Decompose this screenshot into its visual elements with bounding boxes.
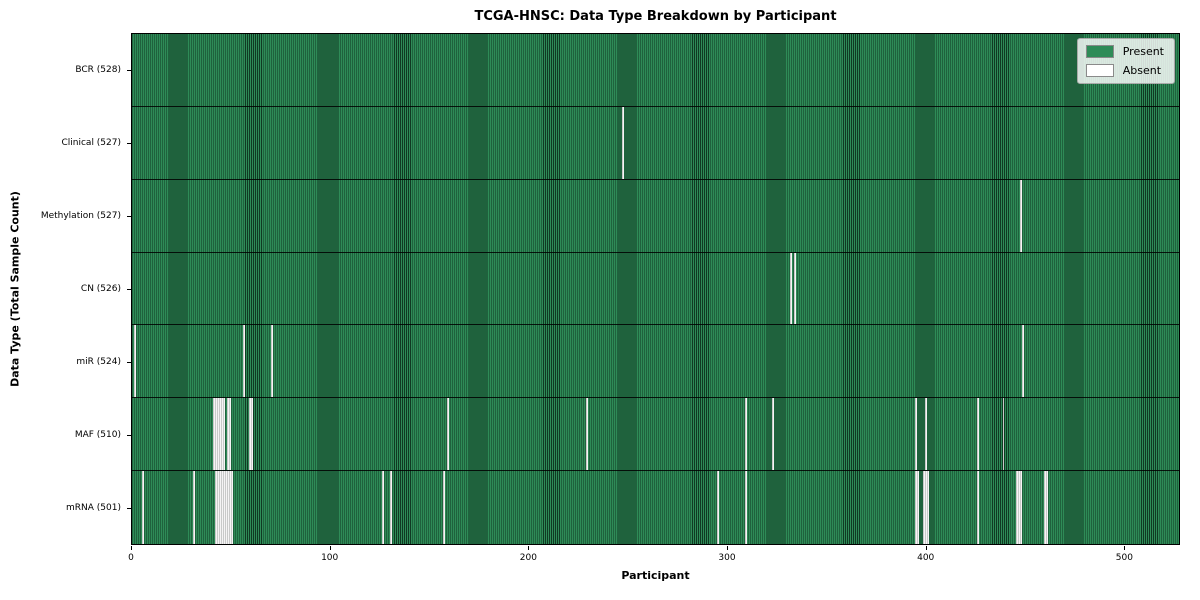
heatmap-row-maf	[132, 398, 1179, 472]
legend-entry-absent: Absent	[1085, 64, 1164, 77]
absent-stripe-mrna-448	[1020, 471, 1023, 544]
y-tick-mark-clinical	[127, 142, 131, 144]
absent-stripe-mrna-309	[744, 471, 747, 544]
legend-swatch-absent	[1085, 64, 1114, 77]
absent-stripe-mrna-48	[227, 471, 230, 544]
heatmap-plot	[131, 33, 1180, 545]
heatmap-row-mrna	[132, 471, 1179, 544]
absent-stripe-mrna-50	[231, 471, 234, 544]
absent-stripe-mrna-401	[927, 471, 930, 544]
absent-stripe-maf-309	[744, 398, 747, 471]
legend: Present Absent	[1076, 38, 1175, 84]
legend-entry-present: Present	[1085, 45, 1164, 58]
x-tick-mark-0	[131, 546, 132, 550]
absent-stripe-maf-42	[215, 398, 218, 471]
y-tick-label-bcr: BCR (528)	[75, 64, 121, 75]
y-axis: BCR (528) Clinical (527) Methylation (527)…	[0, 33, 131, 545]
absent-stripe-mrna-396	[917, 471, 920, 544]
y-tick-mark-mrna	[127, 508, 131, 510]
absent-stripe-mir-56	[243, 325, 245, 398]
x-tick-mark-100	[329, 546, 331, 550]
y-tick-label-mrna: mRNA (501)	[66, 503, 121, 514]
absent-stripe-maf-46	[223, 398, 226, 471]
absent-stripe-maf-426	[976, 398, 979, 471]
absent-stripe-clinical-247	[621, 106, 624, 179]
absent-stripe-mrna-47	[225, 471, 228, 544]
absent-stripe-mrna-446	[1016, 471, 1019, 544]
absent-stripe-maf-49	[229, 398, 232, 471]
y-tick-mark-cn	[127, 289, 131, 290]
absent-stripe-mrna-43	[217, 471, 220, 544]
absent-stripe-maf-59	[248, 398, 251, 471]
y-tick-mark-bcr	[127, 69, 131, 71]
heatmap-row-mir	[132, 325, 1179, 399]
y-tick-label-methylation: Methylation (527)	[40, 210, 121, 221]
absent-stripe-mrna-447	[1018, 471, 1021, 544]
absent-stripe-mrna-395	[915, 471, 918, 544]
absent-stripe-mrna-46	[223, 471, 226, 544]
y-tick-mark-methylation	[127, 215, 131, 217]
absent-stripe-mrna-399	[923, 471, 926, 544]
x-tick-mark-300	[727, 546, 729, 550]
absent-stripe-maf-43	[217, 398, 220, 471]
absent-stripe-cn-332	[790, 252, 793, 325]
y-tick-mark-mir	[127, 362, 131, 364]
x-axis: 0 100 200 300 400 500	[128, 546, 1180, 576]
absent-stripe-maf-229	[586, 398, 589, 471]
absent-stripe-cn-334	[794, 252, 797, 325]
absent-stripe-mir-70	[270, 325, 273, 398]
absent-stripe-maf-45	[221, 398, 224, 471]
x-tick-label-400: 400	[917, 553, 935, 563]
heatmap-row-clinical	[132, 106, 1179, 180]
legend-label-absent: Absent	[1122, 64, 1162, 77]
absent-stripe-mrna-5	[141, 471, 144, 544]
absent-stripe-mrna-130	[389, 471, 392, 544]
legend-swatch-present	[1085, 45, 1114, 58]
absent-stripe-maf-48	[227, 398, 230, 471]
absent-stripe-maf-439	[1002, 398, 1005, 471]
chart-title: TCGA-HNSC: Data Type Breakdown by Partic…	[474, 9, 837, 24]
absent-stripe-mrna-44	[219, 471, 222, 544]
legend-label-present: Present	[1122, 45, 1164, 58]
absent-stripe-mrna-400	[925, 471, 928, 544]
absent-stripe-mir-1	[133, 325, 136, 398]
absent-stripe-mrna-31	[193, 471, 196, 544]
absent-stripe-maf-395	[915, 398, 918, 471]
absent-stripe-maf-400	[925, 398, 928, 471]
x-tick-mark-500	[1124, 546, 1126, 550]
x-axis-title: Participant	[621, 569, 690, 582]
absent-stripe-maf-60	[250, 398, 253, 471]
absent-stripe-mrna-49	[229, 471, 232, 544]
y-tick-label-mir: miR (524)	[76, 357, 121, 368]
absent-stripe-maf-41	[213, 398, 216, 471]
x-tick-label-200: 200	[519, 553, 537, 563]
absent-stripe-mrna-426	[976, 471, 979, 544]
absent-stripe-mrna-295	[716, 471, 719, 544]
x-tick-mark-400	[925, 546, 927, 550]
absent-stripe-mrna-126	[381, 471, 384, 544]
x-tick-label-300: 300	[718, 553, 736, 563]
absent-stripe-maf-44	[219, 398, 222, 471]
absent-stripe-mrna-45	[221, 471, 224, 544]
heatmap-row-methylation	[132, 179, 1179, 253]
y-tick-label-maf: MAF (510)	[74, 430, 121, 441]
heatmap-row-bcr	[132, 34, 1179, 107]
heatmap-row-cn	[132, 252, 1179, 326]
x-tick-label-500: 500	[1115, 553, 1133, 563]
absent-stripe-mrna-157	[443, 471, 446, 544]
absent-stripe-methylation-448	[1020, 179, 1023, 252]
absent-stripe-maf-159	[447, 398, 450, 471]
absent-stripe-mrna-42	[215, 471, 218, 544]
absent-stripe-mrna-460	[1044, 471, 1047, 544]
y-tick-mark-maf	[127, 435, 131, 437]
y-tick-label-cn: CN (526)	[80, 284, 121, 294]
y-tick-label-clinical: Clinical (527)	[61, 137, 121, 148]
x-tick-label-100: 100	[321, 553, 339, 563]
x-tick-mark-200	[528, 546, 530, 550]
absent-stripe-maf-323	[772, 398, 775, 471]
absent-stripe-mir-449	[1022, 325, 1025, 398]
x-tick-label-0: 0	[128, 553, 134, 563]
absent-stripe-mrna-461	[1046, 471, 1049, 544]
